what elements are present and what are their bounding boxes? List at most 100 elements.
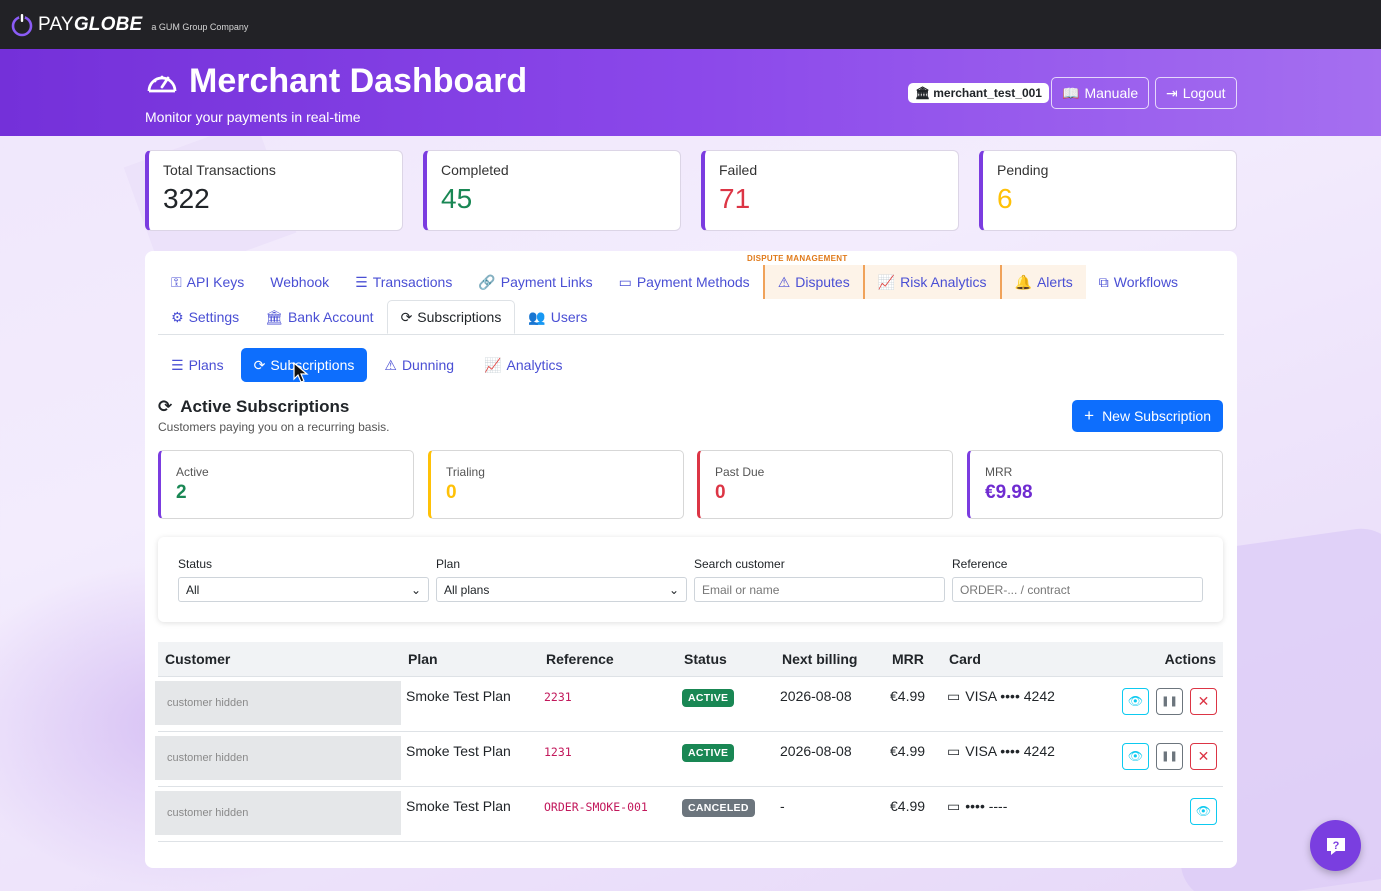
- refresh-icon: ⟳: [400, 308, 413, 325]
- status-select[interactable]: All ⌄: [178, 577, 429, 602]
- view-button[interactable]: 👁: [1122, 742, 1149, 770]
- list-icon: ☰: [171, 356, 184, 373]
- help-chat-button[interactable]: ?: [1310, 820, 1361, 871]
- bank-icon: 🏛: [265, 308, 283, 325]
- tab-risk-analytics[interactable]: 📈 Risk Analytics: [862, 265, 1000, 299]
- pause-icon: ❚❚: [1161, 695, 1178, 707]
- stat-completed: Completed 45: [423, 150, 681, 231]
- manual-button[interactable]: 📖 Manuale: [1051, 77, 1150, 109]
- subtab-dunning[interactable]: ⚠ Dunning: [384, 356, 455, 374]
- chart-icon: 📈: [877, 273, 896, 290]
- plan-select[interactable]: All plans ⌄: [436, 577, 687, 602]
- card-icon: ▭: [618, 273, 632, 290]
- tab-transactions[interactable]: ☰ Transactions: [355, 273, 453, 291]
- metric-active: Active 2: [158, 450, 414, 519]
- cancel-button[interactable]: ✕: [1190, 687, 1217, 715]
- stat-value: 71: [719, 183, 751, 214]
- reference-cell: 2231: [544, 689, 572, 704]
- main-panel: DISPUTE MANAGEMENT ⚿ API Keys Webhook ☰ Tr…: [145, 251, 1237, 868]
- col-status: Status: [677, 642, 775, 677]
- link-icon: 🔗: [478, 273, 496, 290]
- status-badge: ACTIVE: [682, 688, 735, 707]
- stat-failed: Failed 71: [701, 150, 959, 231]
- tab-settings[interactable]: ⚙ Settings: [171, 308, 240, 326]
- tab-workflows[interactable]: ⧉ Workflows: [1098, 273, 1179, 291]
- pause-button[interactable]: ❚❚: [1156, 742, 1183, 770]
- next-billing-cell: 2026-08-08: [775, 731, 885, 787]
- tab-alerts[interactable]: 🔔 Alerts: [999, 265, 1086, 299]
- card-icon: ▭: [947, 797, 961, 814]
- card-icon: ▭: [947, 687, 961, 704]
- eye-icon: 👁: [1127, 749, 1144, 763]
- warning-icon: ⚠: [777, 273, 791, 290]
- tab-subscriptions[interactable]: ⟳ Subscriptions: [386, 300, 516, 334]
- col-card: Card: [942, 642, 1102, 677]
- tab-bank-account[interactable]: 🏛 Bank Account: [265, 308, 374, 326]
- pause-button[interactable]: ❚❚: [1156, 687, 1183, 715]
- stat-total-transactions: Total Transactions 322: [145, 150, 403, 231]
- reference-input[interactable]: [952, 577, 1203, 602]
- status-filter-label: Status: [178, 557, 213, 571]
- chevron-down-icon: ⌄: [668, 582, 679, 597]
- tab-webhook[interactable]: Webhook: [270, 274, 330, 290]
- tab-payment-links[interactable]: 🔗 Payment Links: [478, 273, 593, 291]
- col-mrr: MRR: [885, 642, 942, 677]
- close-icon: ✕: [1197, 692, 1210, 709]
- stat-value: 45: [441, 183, 473, 214]
- book-icon: 📖: [1062, 84, 1080, 101]
- subtab-analytics[interactable]: 📈 Analytics: [484, 356, 563, 374]
- table-row: customer hidden Smoke Test Plan 1231 ACT…: [155, 731, 1223, 787]
- mrr-cell: €4.99: [885, 676, 942, 732]
- col-reference: Reference: [539, 642, 677, 677]
- eye-icon: 👁: [1195, 804, 1212, 818]
- key-icon: ⚿: [171, 273, 182, 290]
- metric-mrr: MRR €9.98: [967, 450, 1223, 519]
- view-button[interactable]: 👁: [1190, 797, 1217, 825]
- plus-icon: +: [1084, 406, 1095, 425]
- stat-value: 6: [997, 183, 1013, 214]
- table-row: customer hidden Smoke Test Plan 2231 ACT…: [155, 676, 1223, 732]
- subtab-plans[interactable]: ☰ Plans: [171, 356, 224, 374]
- card-icon: ▭: [947, 742, 961, 759]
- search-customer-input[interactable]: [694, 577, 945, 602]
- merchant-badge: 🏛 merchant_test_001: [908, 83, 1049, 103]
- reference-cell: 1231: [544, 744, 572, 759]
- subtab-subscriptions[interactable]: ⟳ Subscriptions: [240, 348, 368, 382]
- mrr-cell: €4.99: [885, 731, 942, 787]
- dispute-management-tag: DISPUTE MANAGEMENT: [747, 254, 848, 263]
- tab-payment-methods[interactable]: ▭ Payment Methods: [618, 273, 750, 291]
- mrr-cell: €4.99: [885, 786, 942, 842]
- plan-cell: Smoke Test Plan: [401, 786, 539, 842]
- page-title: Merchant Dashboard: [145, 62, 527, 101]
- col-actions: Actions: [1102, 642, 1223, 677]
- payglobe-logo-icon: [11, 13, 33, 36]
- customer-hidden: customer hidden: [155, 680, 401, 725]
- new-subscription-button[interactable]: + New Subscription: [1072, 400, 1223, 432]
- tab-disputes[interactable]: ⚠ Disputes: [762, 265, 863, 299]
- tab-divider: [158, 334, 1224, 335]
- card-cell: VISA •••• 4242: [965, 743, 1055, 759]
- chevron-down-icon: ⌄: [410, 582, 421, 597]
- status-badge: ACTIVE: [682, 743, 735, 762]
- plan-cell: Smoke Test Plan: [401, 676, 539, 732]
- page-header: Merchant Dashboard Monitor your payments…: [0, 49, 1381, 136]
- top-bar: PAYGLOBE a GUM Group Company: [0, 0, 1381, 49]
- svg-text:?: ?: [1332, 840, 1339, 852]
- table-row: customer hidden Smoke Test Plan ORDER-SM…: [155, 786, 1223, 842]
- close-icon: ✕: [1197, 747, 1210, 764]
- page-subtitle: Monitor your payments in real-time: [145, 109, 361, 125]
- tab-users[interactable]: 👥 Users: [528, 308, 588, 326]
- logout-button[interactable]: ⇥ Logout: [1155, 77, 1237, 109]
- nav-row-1: ⚿ API Keys Webhook ☰ Transactions 🔗 Payment…: [158, 265, 1224, 299]
- view-button[interactable]: 👁: [1122, 687, 1149, 715]
- bell-icon: 🔔: [1014, 273, 1032, 290]
- cancel-button[interactable]: ✕: [1190, 742, 1217, 770]
- subscriptions-table: Customer Plan Reference Status Next bill…: [155, 642, 1223, 842]
- reference-filter-label: Reference: [952, 557, 1008, 571]
- section-subtitle: Customers paying you on a recurring basi…: [158, 420, 390, 434]
- metric-trialing: Trialing 0: [428, 450, 684, 519]
- stat-value: 322: [163, 183, 210, 214]
- refresh-icon: ⟳: [158, 397, 173, 416]
- subnav: ☰ Plans ⟳ Subscriptions ⚠ Dunning 📈 Analytic…: [158, 348, 576, 382]
- tab-api-keys[interactable]: ⚿ API Keys: [171, 273, 245, 291]
